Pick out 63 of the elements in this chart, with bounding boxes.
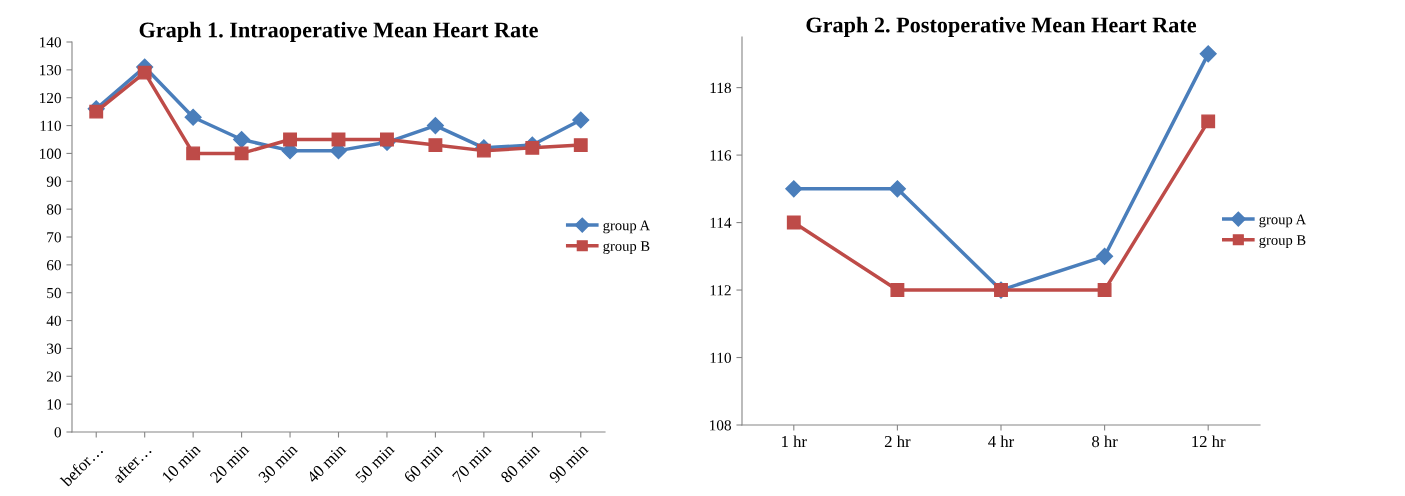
y-tick-label: 90 — [46, 176, 61, 187]
x-tick-label: 40 min — [306, 442, 347, 484]
point — [234, 146, 249, 161]
point — [89, 104, 104, 119]
x-tick-label: 30 min — [257, 442, 299, 484]
x-tick-label: 90 min — [548, 442, 589, 484]
y-tick-label: 130 — [40, 65, 61, 76]
point — [573, 138, 588, 153]
point — [572, 111, 590, 129]
x-tick-label: 10 min — [161, 442, 202, 483]
x-tick-label: 80 min — [500, 442, 541, 484]
legend-label: group B — [1259, 235, 1306, 248]
point — [426, 117, 444, 135]
point — [786, 215, 801, 230]
y-tick-label: 50 — [47, 287, 61, 299]
x-tick-label: 1 hr — [782, 435, 807, 447]
y-tick-label: 140 — [40, 37, 61, 48]
point — [1201, 114, 1216, 129]
y-tick-label: 100 — [40, 148, 61, 159]
y-tick-label: 40 — [46, 315, 61, 327]
point — [428, 138, 443, 153]
legend-label: group B — [603, 241, 650, 254]
legend-label: group A — [1259, 214, 1307, 228]
point — [184, 108, 202, 126]
x-tick-label: 50 min — [354, 442, 396, 484]
x-tick-label: 12 hr — [1192, 435, 1226, 447]
x-tick-label: 70 min — [451, 442, 492, 483]
x-tick-label: 20 min — [209, 442, 250, 484]
point — [1199, 45, 1217, 63]
y-tick-label: 108 — [710, 420, 731, 431]
y-tick-label: 110 — [710, 352, 731, 363]
legend-label: group A — [603, 220, 650, 234]
point — [1096, 247, 1114, 265]
point — [1097, 283, 1112, 297]
y-tick-label: 118 — [710, 82, 731, 94]
point — [283, 132, 297, 147]
y-tick-label: 80 — [46, 204, 61, 215]
point — [890, 283, 905, 297]
x-tick-label: 4 hr — [988, 435, 1015, 447]
y-tick-label: 112 — [710, 285, 731, 296]
y-tick-label: 30 — [47, 343, 61, 354]
y-tick-label: 0 — [54, 427, 61, 438]
y-tick-label: 114 — [710, 217, 732, 228]
y-tick-label: 116 — [710, 150, 732, 161]
y-tick-label: 60 — [46, 260, 61, 271]
chart-title: Graph 2. Postoperative Mean Heart Rate — [806, 16, 1197, 37]
point — [476, 143, 491, 158]
point — [525, 140, 540, 155]
y-tick-label: 110 — [40, 120, 61, 132]
x-tick-label: 60 min — [403, 442, 444, 484]
x-tick-label: 8 hr — [1092, 435, 1118, 448]
point — [785, 180, 803, 198]
y-tick-label: 20 — [46, 371, 61, 382]
point — [137, 65, 152, 80]
y-tick-label: 70 — [47, 232, 61, 243]
point — [186, 146, 201, 161]
chart-title: Graph 1. Intraoperative Mean Heart Rate — [139, 21, 538, 42]
point — [380, 132, 394, 147]
point — [233, 130, 251, 149]
y-tick-label: 120 — [40, 92, 61, 104]
y-tick-label: 10 — [47, 399, 61, 410]
x-tick-label: 2 hr — [884, 435, 911, 447]
point — [888, 180, 906, 198]
